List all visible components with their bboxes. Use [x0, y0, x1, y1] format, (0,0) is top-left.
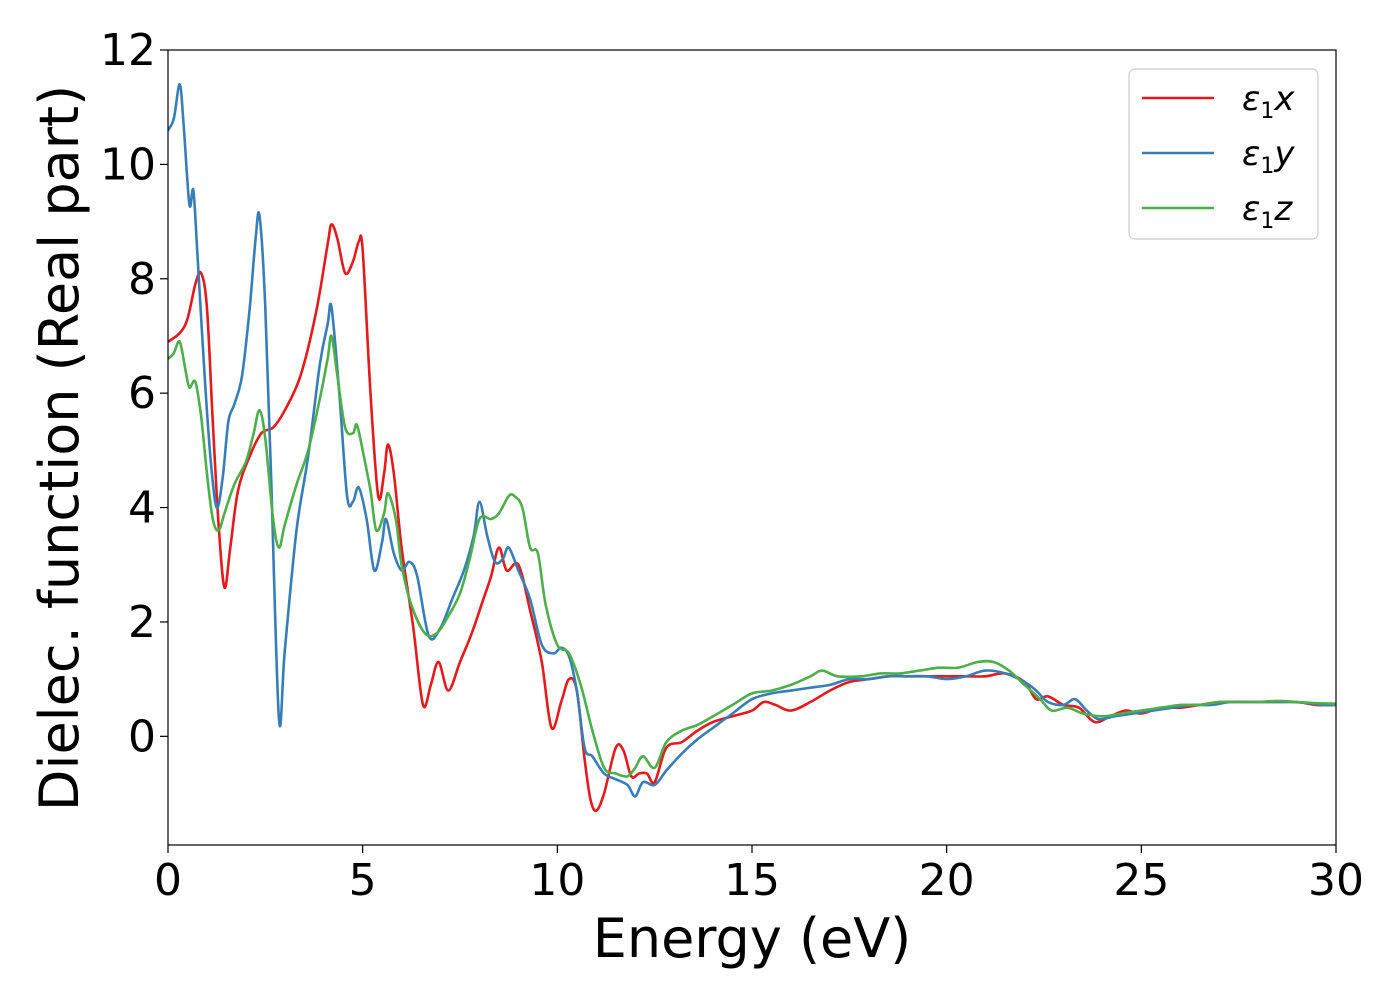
- legend: ε1x ε1y ε1z: [1128, 68, 1319, 240]
- x-axis-title: Energy (eV): [593, 907, 912, 970]
- y-tick-label: 8: [128, 254, 156, 305]
- legend-box: [1128, 68, 1319, 240]
- series-line-2: [168, 82, 1336, 798]
- y-tick-label: 4: [128, 483, 156, 534]
- y-axis-ticks: 0 2 4 6 8 10 12: [100, 25, 168, 762]
- y-tick-label: 10: [100, 139, 156, 190]
- series-layer: [168, 82, 1336, 813]
- legend-label-1: ε1x: [1242, 79, 1295, 124]
- x-tick-label: 5: [349, 855, 377, 906]
- x-tick-label: 30: [1308, 855, 1364, 906]
- y-tick-label: 2: [128, 597, 156, 648]
- x-tick-label: 25: [1113, 855, 1169, 906]
- x-tick-label: 0: [154, 855, 182, 906]
- y-tick-label: 6: [128, 368, 156, 419]
- legend-label-3: ε1z: [1242, 189, 1293, 234]
- series-line-3: [168, 334, 1336, 778]
- y-tick-label: 0: [128, 711, 156, 762]
- x-tick-label: 10: [529, 855, 585, 906]
- legend-label-2: ε1y: [1242, 134, 1295, 179]
- y-tick-label: 12: [100, 25, 156, 76]
- x-axis-ticks: 0 5 10 15 20 25 30: [154, 845, 1364, 906]
- x-tick-label: 15: [724, 855, 780, 906]
- x-tick-label: 20: [919, 855, 975, 906]
- y-axis-title: Dielec. function (Real part): [28, 85, 91, 811]
